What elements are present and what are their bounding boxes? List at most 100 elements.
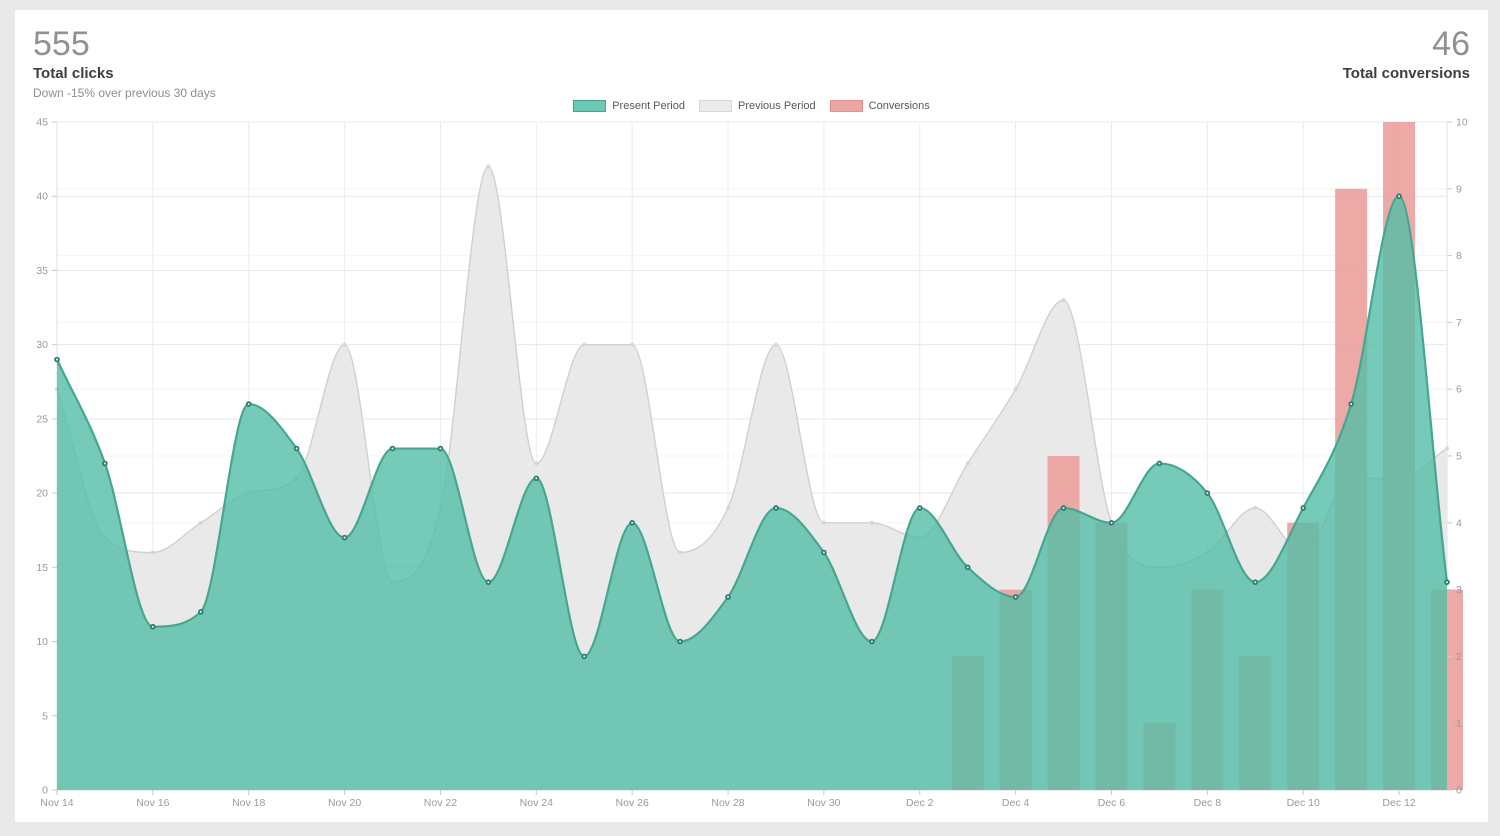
present-period-point-center	[1158, 462, 1161, 465]
previous-period-point[interactable]	[150, 550, 155, 555]
previous-period-point[interactable]	[678, 550, 683, 555]
chart-legend: Present Period Previous Period Conversions	[15, 100, 1488, 112]
present-period-point-center	[1350, 402, 1353, 406]
svg-text:10: 10	[1456, 117, 1468, 129]
svg-text:Nov 24: Nov 24	[520, 797, 553, 809]
svg-text:5: 5	[1456, 451, 1462, 463]
present-period-point-center	[1302, 506, 1305, 510]
previous-period-point[interactable]	[726, 505, 731, 510]
present-period-point-center	[487, 581, 490, 584]
present-period-point-center	[679, 640, 682, 643]
svg-text:Dec 2: Dec 2	[906, 797, 934, 809]
present-period-point-center	[391, 447, 394, 450]
previous-period-point[interactable]	[198, 520, 203, 525]
svg-text:25: 25	[36, 413, 48, 425]
svg-text:Dec 10: Dec 10	[1287, 797, 1320, 809]
present-period-point-center	[55, 358, 59, 361]
present-period-point-center	[774, 506, 778, 510]
x-axis-labels: Nov 14 Nov 16 Nov 18 Nov 20 Nov 22 Nov 24 Nov …	[40, 797, 1415, 809]
svg-text:Dec 6: Dec 6	[1098, 797, 1126, 809]
present-period-point-center	[1445, 581, 1449, 584]
legend-item-present-period[interactable]: Present Period	[573, 100, 685, 112]
svg-text:Nov 18: Nov 18	[232, 797, 265, 809]
svg-text:Nov 22: Nov 22	[424, 797, 457, 809]
previous-period-point[interactable]	[1061, 298, 1066, 303]
present-period-point-center	[343, 536, 346, 539]
legend-item-previous-period[interactable]: Previous Period	[698, 100, 816, 112]
svg-text:30: 30	[36, 339, 48, 351]
svg-text:Dec 4: Dec 4	[1002, 797, 1030, 809]
previous-period-point[interactable]	[630, 342, 635, 347]
present-period-point-center	[966, 566, 969, 569]
svg-text:Dec 8: Dec 8	[1194, 797, 1222, 809]
present-period-area	[54, 193, 1450, 791]
svg-text:35: 35	[36, 265, 48, 277]
present-period-point-center	[295, 447, 298, 450]
present-period-point-center	[918, 506, 921, 510]
legend-label: Previous Period	[737, 100, 816, 112]
previous-period-point[interactable]	[821, 520, 826, 525]
previous-period-point[interactable]	[1253, 505, 1258, 510]
svg-text:6: 6	[1456, 384, 1462, 396]
axis-tick-marks	[52, 121, 1452, 795]
present-period-point-center	[103, 462, 107, 465]
legend-label: Conversions	[868, 100, 930, 112]
svg-text:Nov 26: Nov 26	[616, 797, 649, 809]
present-period-point-center	[726, 595, 730, 599]
present-period-point-center	[870, 640, 873, 643]
present-period-point-center	[1062, 506, 1065, 510]
present-period-point-center	[1110, 521, 1113, 524]
present-period-point-center	[535, 477, 538, 480]
legend-label: Present Period	[612, 100, 685, 112]
present-period-point-center	[199, 610, 202, 613]
present-period-point-center	[151, 625, 154, 628]
present-period-point-center	[1206, 492, 1209, 495]
total-clicks-subtitle: Down -15% over previous 30 days	[33, 86, 216, 100]
legend-swatch	[698, 100, 732, 112]
present-period-point-center	[1014, 595, 1017, 599]
total-clicks-label: Total clicks	[33, 65, 114, 82]
svg-text:9: 9	[1456, 183, 1462, 195]
svg-text:1: 1	[1456, 718, 1462, 730]
present-period-point-center	[247, 402, 250, 406]
present-period-point-center	[1397, 195, 1401, 198]
total-conversions-label: Total conversions	[1342, 65, 1470, 82]
present-period-point-center	[822, 551, 826, 554]
previous-period-point[interactable]	[1013, 387, 1018, 392]
svg-text:40: 40	[36, 191, 48, 203]
svg-text:5: 5	[42, 710, 48, 722]
present-period-point-center	[439, 447, 442, 450]
total-conversions-block: 46 Total conversions	[1343, 26, 1470, 83]
svg-text:20: 20	[36, 488, 48, 500]
svg-text:2: 2	[1456, 651, 1462, 663]
svg-text:Nov 20: Nov 20	[328, 797, 361, 809]
legend-item-conversions[interactable]: Conversions	[829, 100, 930, 112]
svg-text:7: 7	[1456, 317, 1462, 329]
right-axis-labels: 0 1 2 3 4 5 6 7 8 9 10	[1456, 117, 1468, 797]
previous-period-point[interactable]	[965, 461, 970, 466]
left-axis-labels: 0 5 10 15 20 25 30 35 40 45	[36, 117, 48, 797]
previous-period-point[interactable]	[1445, 446, 1449, 451]
total-clicks-block: 555 Total clicks Down -15% over previous…	[33, 26, 216, 100]
previous-period-point[interactable]	[342, 342, 347, 347]
svg-text:3: 3	[1456, 584, 1462, 596]
svg-text:0: 0	[42, 785, 48, 797]
svg-text:45: 45	[36, 117, 48, 129]
present-period-point-center	[583, 655, 586, 658]
svg-text:Nov 28: Nov 28	[711, 797, 744, 809]
total-clicks-value: 555	[33, 25, 90, 63]
svg-text:Nov 16: Nov 16	[136, 797, 169, 809]
svg-text:0: 0	[1456, 785, 1462, 797]
present-period-point-center	[631, 521, 634, 524]
previous-period-point[interactable]	[582, 342, 587, 347]
total-conversions-value: 46	[1432, 25, 1470, 63]
previous-period-point[interactable]	[486, 164, 491, 169]
previous-period-point[interactable]	[773, 342, 778, 347]
svg-text:8: 8	[1456, 250, 1462, 262]
svg-text:Dec 12: Dec 12	[1382, 797, 1415, 809]
previous-period-point[interactable]	[534, 461, 539, 466]
svg-text:15: 15	[36, 562, 48, 574]
previous-period-point[interactable]	[869, 520, 874, 525]
svg-text:4: 4	[1456, 517, 1462, 529]
